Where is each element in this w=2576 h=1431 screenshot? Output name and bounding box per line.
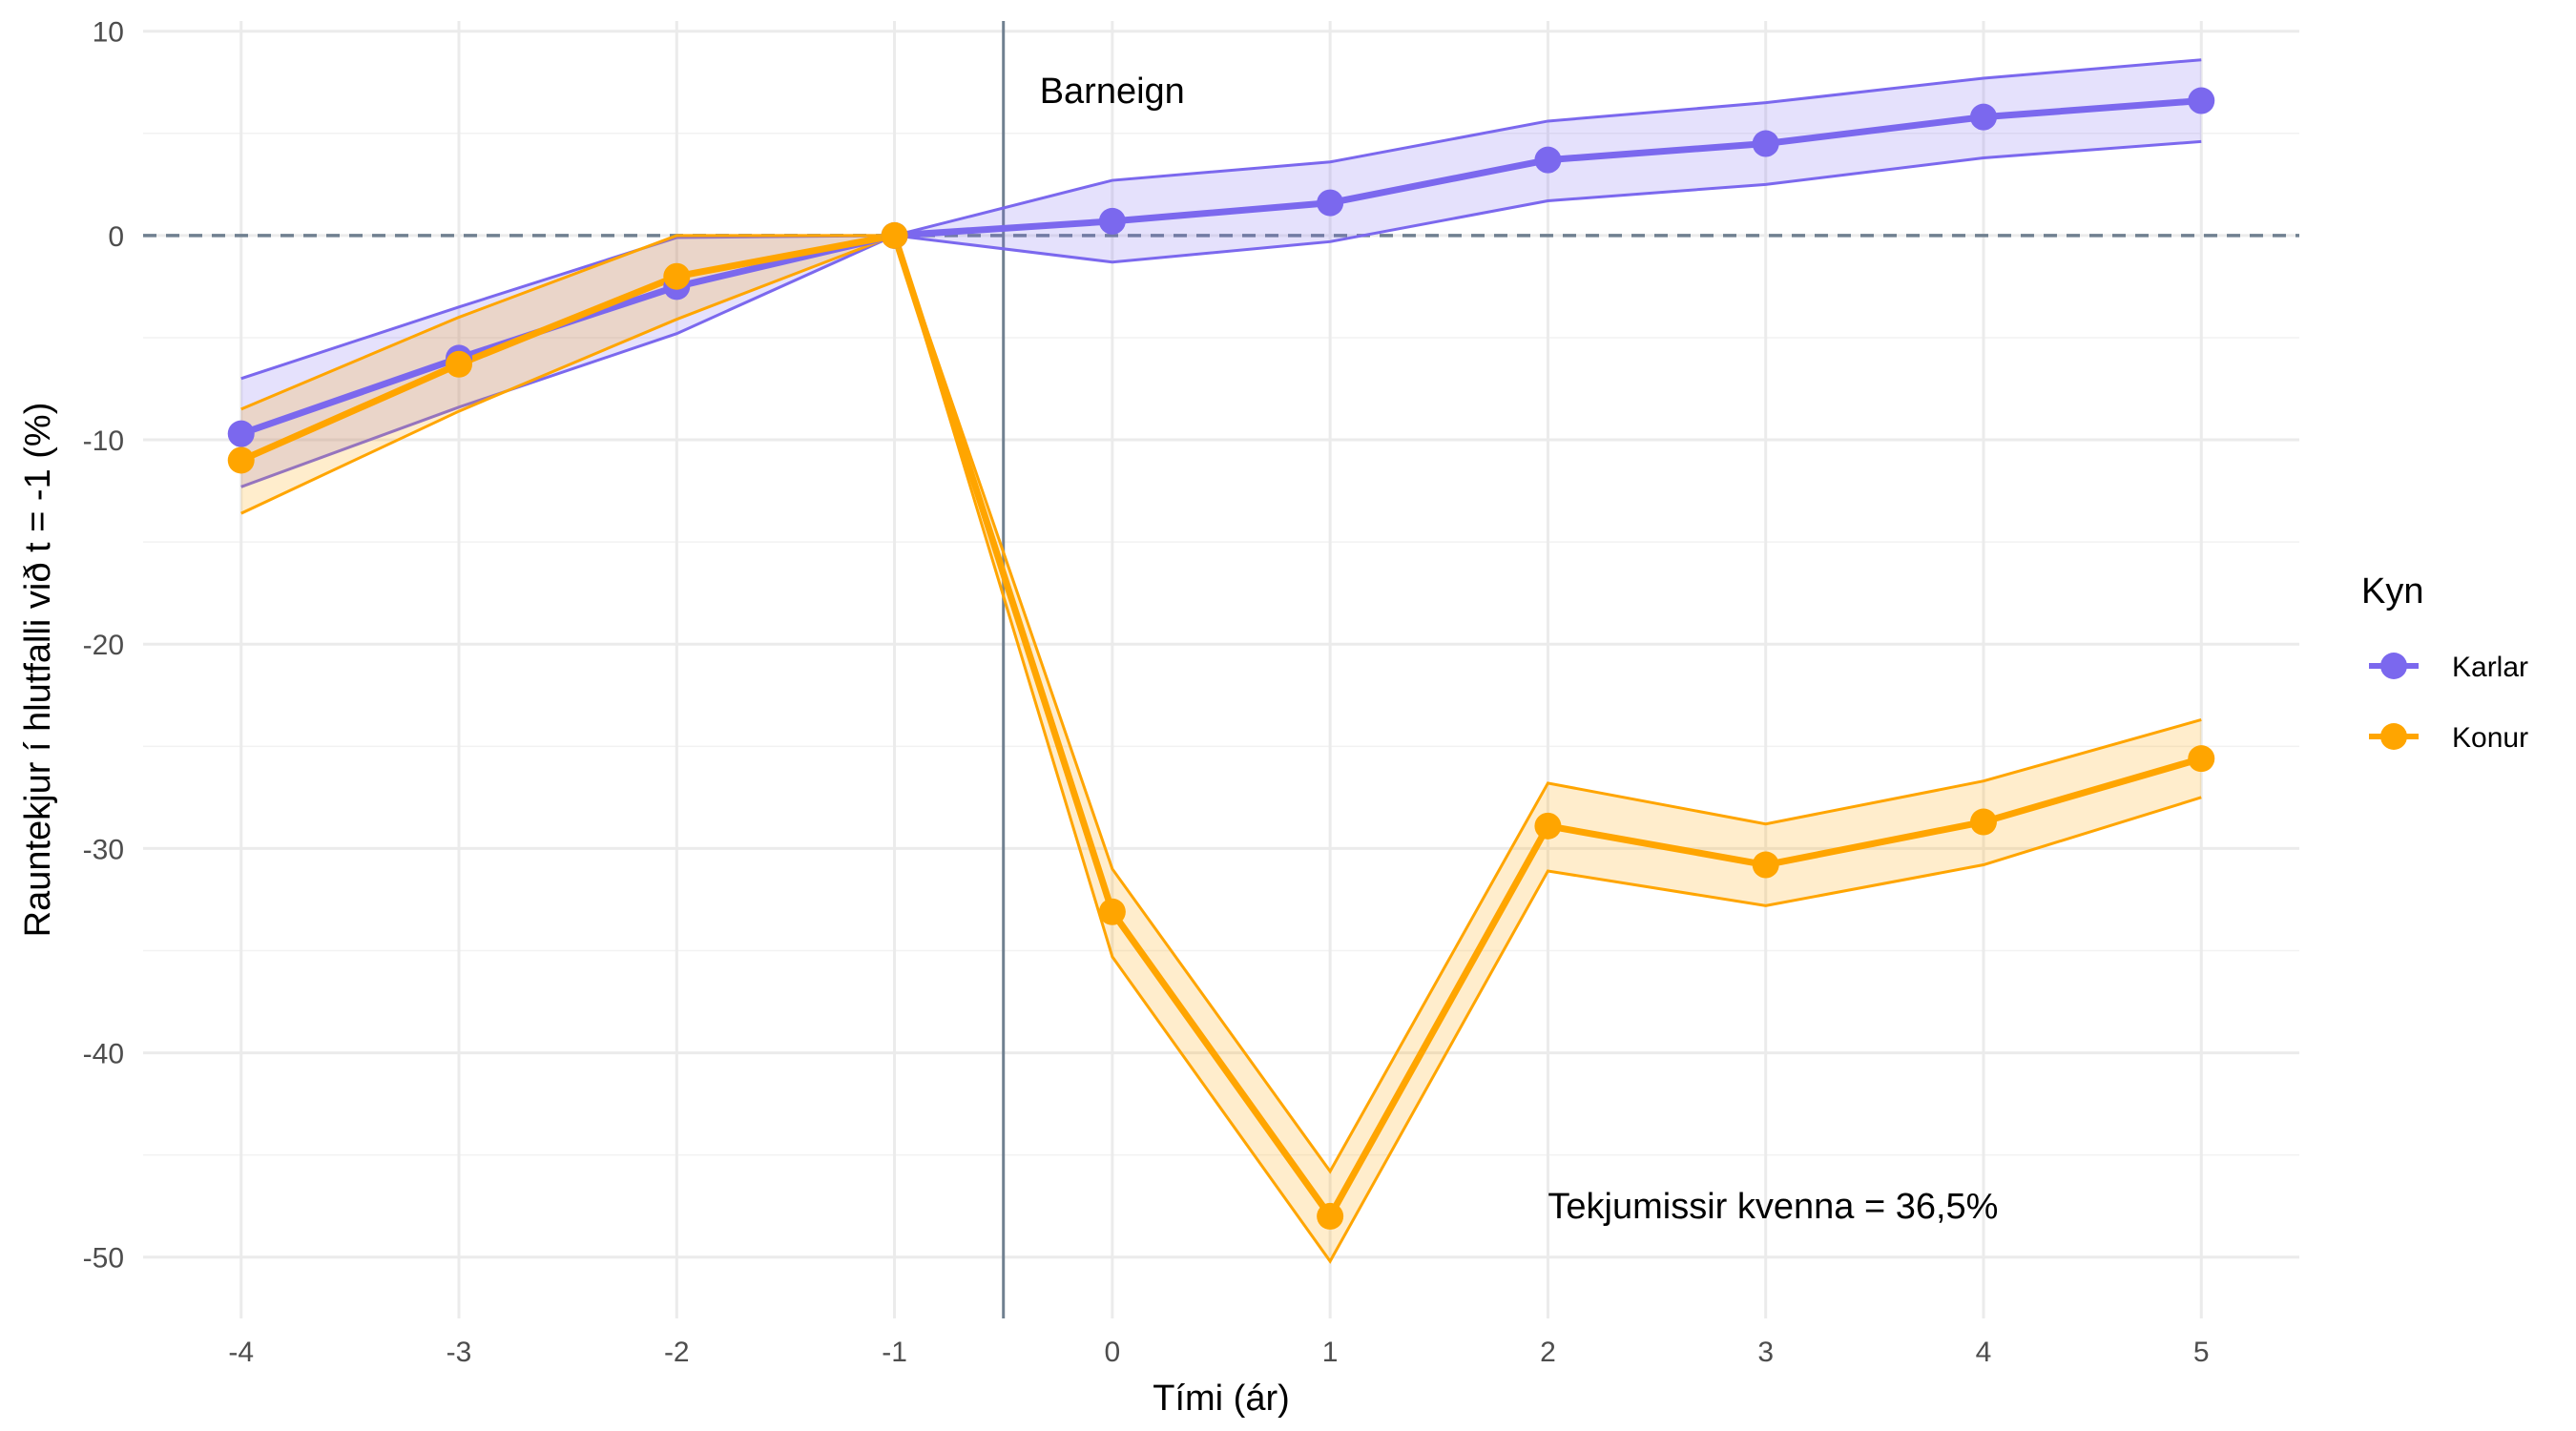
y-tick-label: -20 [83, 630, 124, 661]
y-tick-label: -40 [83, 1039, 124, 1070]
series-points [227, 87, 2215, 1230]
legend-key-point-karlar [2380, 653, 2407, 679]
ci-upper-konur [240, 234, 2202, 1174]
x-tick-label: 0 [1105, 1337, 1121, 1368]
grid [143, 21, 2299, 1318]
legend-title: Kyn [2361, 571, 2423, 612]
line-konur [239, 232, 2203, 1220]
legend-items: Karlar Konur [2369, 652, 2528, 754]
y-tick-label: 10 [93, 17, 124, 49]
x-tick-label: -2 [664, 1337, 690, 1368]
x-tick-label: -3 [447, 1337, 472, 1368]
ribbon-karlar [240, 59, 2202, 487]
confidence-ribbons [240, 58, 2202, 1264]
point-konur [1534, 812, 1562, 840]
point-konur [1969, 808, 1997, 836]
point-karlar [1969, 103, 1997, 131]
point-karlar [1098, 207, 1126, 235]
x-tick-label: 2 [1540, 1337, 1556, 1368]
x-tick-label: 5 [2193, 1337, 2210, 1368]
point-karlar [1317, 189, 1344, 217]
point-konur [1098, 898, 1126, 925]
point-konur [446, 350, 473, 378]
point-konur [881, 221, 908, 249]
event-label: Barneign [1040, 72, 1185, 112]
x-tick-label: 4 [1976, 1337, 1992, 1368]
x-tick-label: -1 [882, 1337, 907, 1368]
point-karlar [2188, 87, 2215, 114]
x-tick-label: -4 [228, 1337, 254, 1368]
y-axis-title: Rauntekjur í hlutfalli við t = -1 (%) [18, 403, 58, 938]
point-konur [1752, 851, 1779, 879]
ribbon-konur [240, 235, 2202, 1262]
y-tick-label: 0 [108, 221, 124, 253]
legend: Kyn Karlar Konur [2361, 571, 2528, 754]
legend-label-konur: Konur [2452, 722, 2528, 754]
point-karlar [227, 420, 255, 447]
y-tick-label: -50 [83, 1243, 124, 1275]
y-tick-label: -10 [83, 425, 124, 457]
y-axis-ticks: 10 0 -10 -20 -30 -40 -50 [83, 17, 124, 1275]
point-konur [1317, 1202, 1344, 1230]
legend-label-karlar: Karlar [2452, 652, 2528, 683]
point-karlar [1534, 146, 1562, 174]
point-konur [663, 262, 691, 290]
x-tick-label: 3 [1757, 1337, 1774, 1368]
x-axis-title: Tími (ár) [1153, 1379, 1290, 1419]
annotation-text: Tekjumissir kvenna = 36,5% [1548, 1187, 1998, 1227]
ci-upper-karlar [240, 58, 2202, 381]
point-karlar [1752, 130, 1779, 157]
point-konur [2188, 745, 2215, 773]
x-axis-ticks: -4 -3 -2 -1 0 1 2 3 4 5 [228, 1337, 2209, 1368]
point-konur [227, 446, 255, 474]
x-tick-label: 1 [1322, 1337, 1339, 1368]
reference-lines [143, 21, 2299, 1318]
legend-key-point-konur [2380, 723, 2407, 750]
ci-lower-karlar [240, 139, 2202, 488]
series-lines [239, 97, 2203, 1220]
y-tick-label: -30 [83, 834, 124, 865]
ci-lower-konur [240, 233, 2202, 1264]
